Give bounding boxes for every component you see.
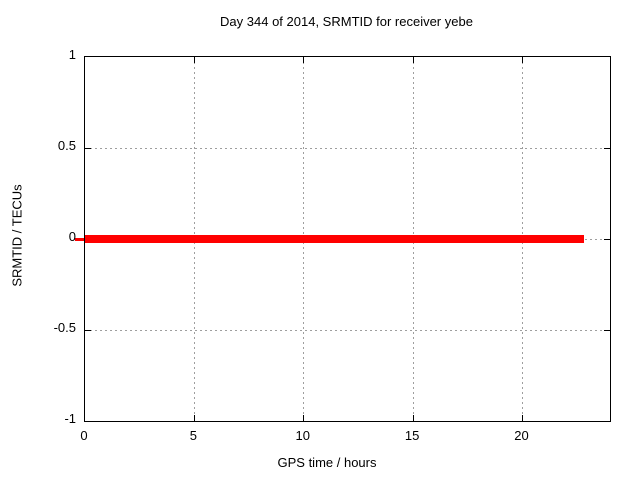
gridline-horizontal xyxy=(85,147,610,149)
tick-mark-right xyxy=(604,147,610,149)
y-tick-label: 0 xyxy=(68,229,76,244)
tick-mark-bottom xyxy=(193,415,195,421)
x-tick-label: 15 xyxy=(404,428,420,443)
tick-mark-top xyxy=(522,57,523,63)
chart-title: Day 344 of 2014, SRMTID for receiver yeb… xyxy=(220,14,473,29)
tick-mark-right xyxy=(604,329,610,331)
plot-area xyxy=(75,56,611,422)
y-tick-label: 1 xyxy=(68,47,76,62)
tick-mark-right xyxy=(604,238,610,240)
tick-mark-left xyxy=(85,147,91,149)
data-line-srmtid xyxy=(85,235,584,243)
x-tick-label: 10 xyxy=(295,428,310,443)
y-tick-label: 0.5 xyxy=(57,138,76,153)
tick-mark-top xyxy=(193,57,195,63)
tick-mark-bottom xyxy=(522,415,523,421)
y-tick-label: -0.5 xyxy=(53,320,76,335)
y-tick-label: -1 xyxy=(64,411,76,426)
data-line-start-cap xyxy=(75,237,84,241)
x-tick-label: 5 xyxy=(189,428,197,443)
tick-mark-top xyxy=(303,57,305,63)
x-tick-label: 0 xyxy=(80,428,88,443)
tick-mark-top xyxy=(412,57,414,63)
gridline-horizontal xyxy=(85,329,610,331)
x-tick-label: 20 xyxy=(514,428,529,443)
tick-mark-bottom xyxy=(303,415,305,421)
tick-mark-left xyxy=(85,329,91,331)
x-axis-label: GPS time / hours xyxy=(277,455,377,470)
tick-mark-bottom xyxy=(412,415,414,421)
